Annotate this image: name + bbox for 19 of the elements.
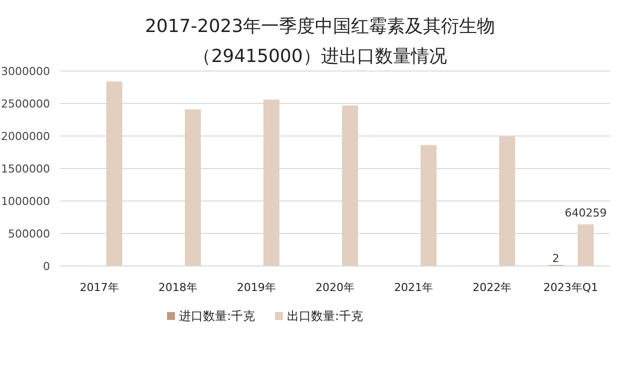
x-tick-label: 2022年 [472,281,512,294]
x-tick-label: 2018年 [158,281,198,294]
x-tick-label: 2019年 [236,281,276,294]
y-tick-label: 1500000 [1,162,50,176]
legend-label: 进口数量:千克 [179,309,256,323]
y-tick-label: 2000000 [1,130,50,143]
y-tick-label: 0 [43,260,50,273]
y-tick-label: 500000 [8,228,50,240]
data-label: 640259 [564,206,607,220]
x-tick-label: 2023年Q1 [543,281,598,294]
legend-label: 出口数量:千克 [287,309,364,323]
y-tick-label: 3000000 [1,65,50,78]
y-tick-label: 2500000 [1,98,50,110]
y-tick-label: 1000000 [1,195,50,208]
data-label: 2 [552,252,560,265]
chart-title: 2017-2023年一季度中国红霉素及其衍生物（29415000）进出口数量情况 [144,16,496,67]
x-tick-label: 2020年 [316,281,354,294]
x-tick-label: 2021年 [394,281,434,294]
x-tick-label: 2017年 [80,281,119,294]
